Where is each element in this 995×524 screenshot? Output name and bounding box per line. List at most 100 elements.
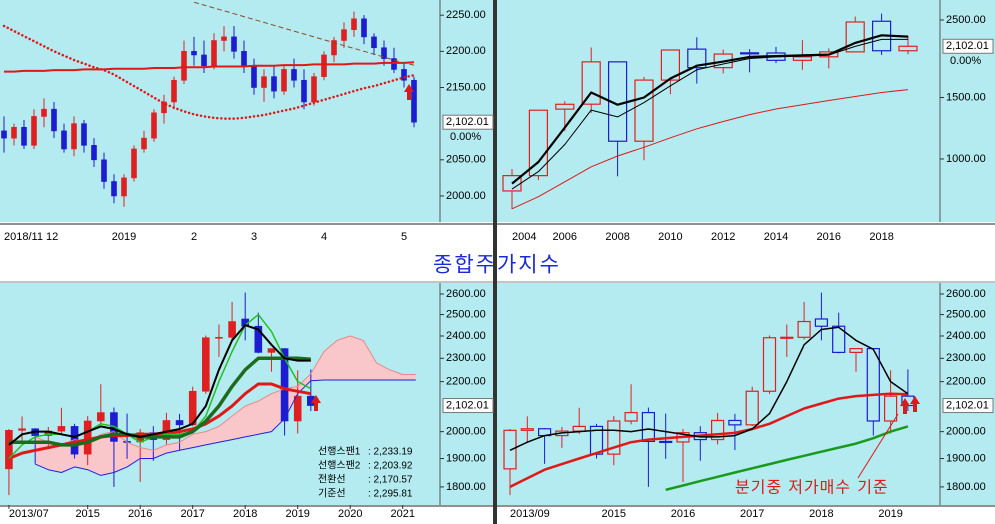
y-tick-label: 2400.00 (946, 330, 986, 342)
candle-body (528, 109, 549, 177)
candle-body (281, 69, 287, 92)
candle-body (293, 395, 302, 422)
x-tick-label: 2017 (180, 508, 204, 520)
y-tick-label: 2000.00 (946, 426, 986, 438)
y-tick-label: 2400.00 (446, 330, 486, 342)
change-label: 0.00% (950, 55, 981, 67)
x-tick-label: 2019 (285, 508, 309, 520)
candle-body (762, 337, 777, 392)
candle-body (391, 58, 397, 70)
series-line (2, 24, 416, 120)
plot (5, 292, 416, 496)
x-tick-label: 2021 (390, 508, 414, 520)
candle-body (171, 79, 177, 103)
x-tick-label: 2016 (128, 508, 152, 520)
y-tick-label: 2000.00 (446, 426, 486, 438)
x-tick-label: 3 (251, 231, 257, 243)
y-tick-label: 2200.00 (446, 376, 486, 388)
candle-body (97, 412, 105, 422)
last-value: 2,102.01 (446, 399, 489, 411)
y-tick-label: 1900.00 (946, 452, 986, 464)
series-line (35, 379, 416, 476)
y-tick-label: 2050.00 (446, 154, 486, 166)
x-tick-label: 2018 (869, 231, 893, 243)
y-tick-label: 2500.00 (946, 308, 986, 320)
y-tick-label: 1800.00 (946, 481, 986, 493)
x-tick-label: 2004 (512, 231, 536, 243)
candle-body (161, 101, 167, 114)
x-tick-label: 2008 (605, 231, 629, 243)
x-tick-label: 2012 (711, 231, 735, 243)
candle-body (71, 123, 77, 150)
y-tick-label: 1500.00 (946, 91, 986, 103)
y-tick-label: 2300.00 (946, 352, 986, 364)
candle-body (351, 18, 357, 30)
series-line (511, 89, 909, 210)
candle-body (175, 420, 184, 426)
candle-body (51, 108, 57, 132)
y-tick-label: 2000.00 (446, 190, 486, 202)
candle-body (780, 336, 794, 339)
candle-body (201, 54, 207, 67)
candle-body (181, 51, 187, 81)
plot (1, 1, 417, 207)
x-tick-label: 2015 (602, 508, 626, 520)
candle-body (866, 347, 880, 422)
candle-body (291, 69, 297, 81)
candle-body (361, 18, 367, 38)
last-value: 2,102.01 (446, 116, 489, 128)
candle-body (151, 112, 157, 139)
series-line (4, 61, 415, 73)
candle-body (267, 348, 276, 353)
candle-body (520, 428, 534, 431)
x-tick-label: 4 (321, 231, 327, 243)
y-tick-label: 2250.00 (446, 9, 486, 21)
y-tick-label: 2150.00 (446, 81, 486, 93)
candle-body (634, 79, 654, 142)
plot (503, 292, 915, 496)
x-tick-label: 2013/07 (9, 508, 49, 520)
candle-body (792, 56, 813, 61)
candle-body (61, 130, 67, 150)
candle-body (215, 336, 223, 339)
candle-body (898, 45, 918, 52)
panel-bg (497, 0, 995, 222)
candle-body (381, 47, 387, 59)
candle-body (849, 347, 863, 354)
candle-body (254, 325, 263, 353)
candle-body (301, 79, 307, 103)
series-line (509, 326, 909, 451)
y-tick-label: 2200.00 (446, 45, 486, 57)
candle-body (624, 411, 638, 422)
arrow (404, 84, 414, 100)
x-tick-label: 2016 (817, 231, 841, 243)
candle-body (101, 159, 107, 182)
candle-body (280, 348, 289, 422)
candle-body (83, 420, 92, 455)
x-tick-label: 2017 (740, 508, 764, 520)
candle-body (18, 428, 26, 431)
x-tick-label: 2018/11 12 (4, 231, 58, 243)
series-line (193, 1, 415, 66)
legend-name: 선행스팬1 (318, 446, 361, 458)
candle-body (660, 49, 681, 81)
last-value: 2,102.01 (946, 40, 989, 52)
candle-body (845, 21, 865, 53)
candle-body (211, 40, 217, 67)
candle-body (191, 51, 197, 56)
candle-body (141, 137, 147, 150)
candle-body (728, 419, 742, 426)
candle-body (241, 51, 247, 67)
candle-body (221, 36, 227, 41)
x-tick-label: 2014 (764, 231, 788, 243)
legend-value: : 2,170.57 (368, 475, 413, 486)
divider (493, 0, 497, 524)
series-line (665, 425, 909, 492)
candle-body (321, 54, 327, 77)
last-value-box (442, 114, 494, 130)
candle-body (311, 76, 317, 103)
x-tick-label: 2018 (233, 508, 257, 520)
candle-body (401, 69, 407, 81)
change-label: 0.00% (450, 131, 481, 143)
candle-body (555, 103, 575, 110)
